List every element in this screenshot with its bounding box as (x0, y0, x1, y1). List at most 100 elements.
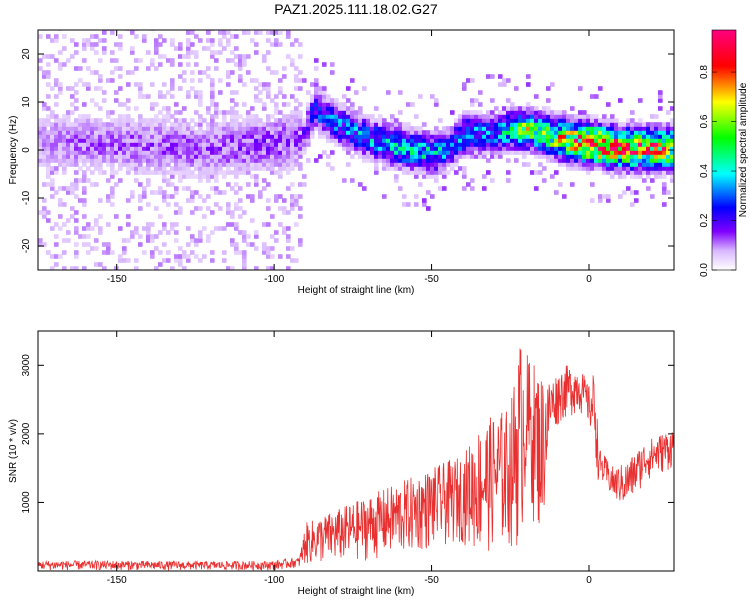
spectrogram-cell (646, 122, 651, 127)
spectrogram-cell (550, 118, 555, 123)
spectrogram-cell (198, 102, 203, 107)
spectrogram-cell (498, 142, 503, 147)
spectrogram-cell (246, 170, 251, 175)
spectrogram-cell (42, 74, 47, 79)
spectrogram-cell (106, 246, 111, 251)
spectrogram-cell (506, 138, 511, 143)
spectrogram-cell (650, 114, 655, 119)
spectrogram-cell (166, 158, 171, 163)
spectrogram-cell (318, 102, 323, 107)
spectrogram-cell (246, 130, 251, 135)
spectrogram-cell (498, 126, 503, 131)
spectrogram-cell (190, 238, 195, 243)
spectrogram-cell (370, 134, 375, 139)
spectrogram-cell (510, 134, 515, 139)
spectrogram-cell (358, 154, 363, 159)
spectrogram-cell (58, 50, 63, 55)
spectrogram-cell (586, 130, 591, 135)
spectrogram-cell (54, 114, 59, 119)
spectrogram-cell (210, 186, 215, 191)
spectrogram-cell (154, 170, 159, 175)
spectrogram-cell (210, 258, 215, 263)
spectrogram-cell (610, 122, 615, 127)
spectrogram-cell (654, 162, 659, 167)
spectrogram-cell (186, 46, 191, 51)
spectrogram-cell (126, 238, 131, 243)
spectrogram-cell (50, 170, 55, 175)
spectrogram-cell (602, 162, 607, 167)
spectrogram-cell (262, 146, 267, 151)
spectrogram-cell (138, 242, 143, 247)
spectrogram-cell (226, 158, 231, 163)
spectrogram-cell (206, 122, 211, 127)
spectrogram-cell (166, 134, 171, 139)
spectrogram-cell (526, 150, 531, 155)
spectrogram-cell (578, 118, 583, 123)
spectrogram-cell (230, 210, 235, 215)
spectrogram-cell (330, 114, 335, 119)
spectrogram-cell (182, 186, 187, 191)
spectrogram-cell (218, 226, 223, 231)
spectrogram-cell (218, 110, 223, 115)
spectrogram-cell (278, 206, 283, 211)
spectrogram-cell (570, 154, 575, 159)
spectrogram-cell (374, 118, 379, 123)
spectrogram-cell (286, 34, 291, 39)
spectrogram-cell (514, 118, 519, 123)
spectrogram-cell (214, 50, 219, 55)
spectrogram-cell (546, 98, 551, 103)
spectrogram-cell (586, 154, 591, 159)
spectrogram-cell (638, 154, 643, 159)
spectrogram-cell (418, 170, 423, 175)
spectrogram-cell (598, 158, 603, 163)
spectrogram-cell (446, 130, 451, 135)
spectrogram-cell (150, 190, 155, 195)
spectrogram-cell (78, 142, 83, 147)
spectrogram-cell (242, 250, 247, 255)
spectrogram-cell (82, 102, 87, 107)
spectrogram-cell (210, 158, 215, 163)
spectrogram-cell (190, 78, 195, 83)
spectrogram-cell (238, 62, 243, 67)
spectrogram-cell (258, 162, 263, 167)
spectrogram-cell (258, 142, 263, 147)
spectrogram-cell (58, 158, 63, 163)
spectrogram-cell (482, 118, 487, 123)
spectrogram-cell (366, 150, 371, 155)
spectrogram-cell (126, 170, 131, 175)
spectrogram-cell (146, 230, 151, 235)
spectrogram-cell (138, 86, 143, 91)
spectrogram-cell (278, 110, 283, 115)
spectrogram-cell (110, 150, 115, 155)
spectrogram-cell (430, 170, 435, 175)
spectrogram-cell (70, 162, 75, 167)
spectrogram-cell (398, 138, 403, 143)
spectrogram-cell (362, 126, 367, 131)
spectrogram-cell (66, 114, 71, 119)
spectrogram-cell (334, 110, 339, 115)
spectrogram-cell (166, 114, 171, 119)
spectrogram-cell (262, 122, 267, 127)
spectrogram-cell (266, 250, 271, 255)
spectrogram-cell (118, 74, 123, 79)
spectrogram-cell (142, 34, 147, 39)
spectrogram-cell (230, 50, 235, 55)
spectrogram-cell (382, 154, 387, 159)
spectrogram-cell (458, 150, 463, 155)
spectrogram-cell (514, 106, 519, 111)
spectrogram-cell (242, 130, 247, 135)
spectrogram-cell (162, 194, 167, 199)
spectrogram-cell (502, 146, 507, 151)
spectrogram-cell (450, 138, 455, 143)
spectrogram-cell (86, 138, 91, 143)
spectrogram-cell (86, 154, 91, 159)
spectrogram-cell (442, 166, 447, 171)
spectrogram-cell (562, 162, 567, 167)
spectrogram-cell (666, 142, 671, 147)
spectrogram-cell (226, 30, 231, 35)
spectrogram-cell (158, 158, 163, 163)
spectrogram-cell (234, 246, 239, 251)
spectrogram-cell (482, 150, 487, 155)
spectrogram-cell (178, 166, 183, 171)
